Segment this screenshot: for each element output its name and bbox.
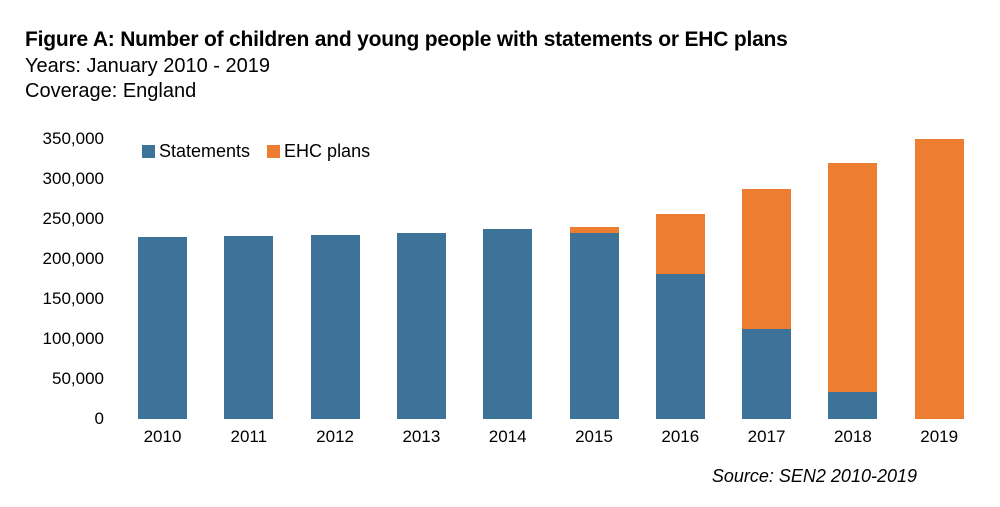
source-note: Source: SEN2 2010-2019	[711, 466, 917, 486]
figure-title: Figure A: Number of children and young p…	[25, 28, 788, 51]
bar-2013	[396, 232, 446, 419]
x-tick-label-2013: 2013	[402, 427, 441, 446]
bar-segment-ehc-plans-2016	[655, 214, 705, 275]
y-tick-label: 350,000	[42, 129, 104, 148]
figure-years-line: Years: January 2010 - 2019	[25, 55, 270, 77]
x-tick-label-2019: 2019	[920, 427, 959, 446]
bar-2017	[742, 188, 792, 419]
bar-segment-statements-2016	[655, 274, 705, 419]
bar-segment-statements-2014	[483, 229, 533, 419]
y-tick-label: 0	[94, 409, 104, 428]
ehc-plans-swatch-icon	[267, 145, 281, 158]
bar-2018	[828, 163, 878, 419]
y-tick-label: 200,000	[42, 249, 104, 268]
x-tick-label-2010: 2010	[143, 427, 182, 446]
y-tick-label: 100,000	[42, 329, 104, 348]
bar-2016	[655, 214, 705, 419]
figure-header: Figure A: Number of children and young p…	[25, 26, 788, 104]
bar-2010	[138, 236, 187, 419]
x-tick-label-2014: 2014	[488, 427, 527, 446]
figure-coverage-line: Coverage: England	[25, 80, 197, 102]
bar-2011	[224, 235, 274, 419]
y-axis-labels: 350,000 300,000 250,000 200,000 150,000 100,0…	[0, 129, 104, 439]
chart-legend: Statements EHC plans	[142, 141, 370, 162]
bar-segment-statements-2015	[569, 232, 619, 419]
bar-segment-ehc-plans-2019	[914, 139, 964, 419]
bar-segment-statements-2013	[396, 232, 446, 419]
bar-segment-statements-2017	[742, 329, 792, 419]
bar-segment-ehc-plans-2017	[742, 188, 792, 330]
y-tick-label: 150,000	[42, 289, 104, 308]
bar-segment-statements-2010	[138, 236, 187, 419]
bar-2014	[483, 229, 533, 419]
bar-2015	[569, 227, 619, 419]
x-tick-label-2017: 2017	[747, 427, 786, 446]
x-tick-label-2012: 2012	[316, 427, 354, 446]
y-tick-label: 50,000	[52, 369, 104, 388]
bar-segment-statements-2011	[224, 235, 274, 419]
y-tick-label: 300,000	[42, 169, 104, 188]
bar-segment-ehc-plans-2015	[569, 227, 619, 233]
legend-item-ehc-plans: EHC plans	[267, 141, 370, 162]
legend-item-statements: Statements	[142, 141, 250, 162]
x-tick-label-2015: 2015	[575, 427, 613, 446]
x-tick-label-2011: 2011	[230, 427, 268, 446]
y-tick-label: 250,000	[42, 209, 104, 228]
legend-label-ehc-plans: EHC plans	[284, 141, 371, 161]
statements-swatch-icon	[142, 145, 155, 158]
bar-segment-statements-2012	[310, 235, 360, 419]
x-tick-label-2016: 2016	[661, 427, 700, 446]
bar-2012	[310, 235, 360, 419]
bar-2019	[914, 139, 964, 419]
bar-segment-ehc-plans-2018	[828, 163, 878, 392]
legend-label-statements: Statements	[159, 141, 251, 161]
x-tick-label-2018: 2018	[833, 427, 872, 446]
bar-segment-statements-2018	[828, 391, 878, 419]
plot-area: 2010 2011 2012 2013 2014 2015 2016 2017 2018 2019	[125, 139, 985, 446]
